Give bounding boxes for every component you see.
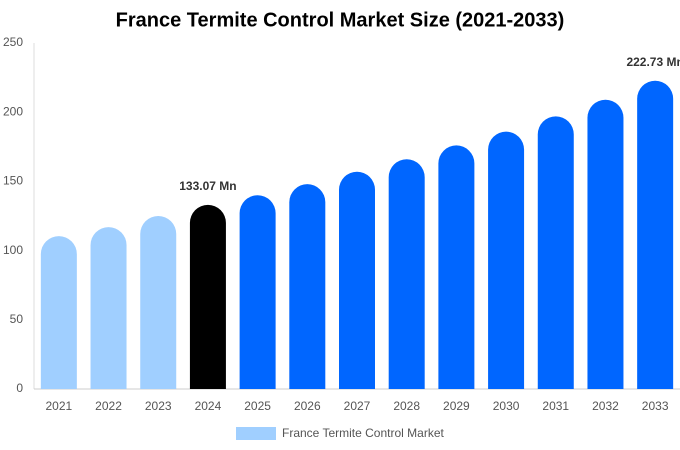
y-tick-label: 100 — [3, 243, 23, 257]
bar — [289, 184, 326, 389]
bar — [438, 145, 475, 389]
y-tick-label: 50 — [10, 312, 24, 326]
x-tick-label: 2026 — [294, 399, 321, 413]
bar — [388, 159, 425, 389]
bar — [189, 204, 226, 389]
x-tick-label: 2033 — [642, 399, 669, 413]
bar — [537, 116, 574, 390]
bar — [339, 171, 375, 389]
bar — [140, 216, 177, 389]
x-tick-label: 2032 — [592, 399, 619, 413]
bar — [637, 80, 674, 390]
y-tick-label: 150 — [3, 174, 23, 188]
y-tick-label: 0 — [16, 381, 23, 395]
x-tick-label: 2025 — [244, 399, 271, 413]
x-tick-label: 2027 — [344, 399, 371, 413]
legend-swatch — [236, 427, 276, 440]
value-label: 222.73 Mn — [626, 55, 680, 69]
x-tick-label: 2030 — [493, 399, 520, 413]
y-tick-label: 250 — [3, 35, 23, 49]
bar — [239, 195, 276, 389]
x-tick-label: 2024 — [195, 399, 222, 413]
x-tick-label: 2028 — [393, 399, 420, 413]
chart-title: France Termite Control Market Size (2021… — [116, 9, 565, 31]
bar — [587, 99, 624, 389]
bar — [488, 131, 525, 389]
x-tick-label: 2031 — [542, 399, 569, 413]
x-tick-label: 2021 — [45, 399, 72, 413]
x-tick-label: 2023 — [145, 399, 172, 413]
x-tick-label: 2029 — [443, 399, 470, 413]
bar — [40, 236, 77, 389]
y-tick-label: 200 — [3, 104, 23, 118]
x-tick-label: 2022 — [95, 399, 122, 413]
value-label: 133.07 Mn — [179, 179, 236, 193]
bar — [90, 227, 127, 389]
legend-label: France Termite Control Market — [282, 426, 444, 440]
